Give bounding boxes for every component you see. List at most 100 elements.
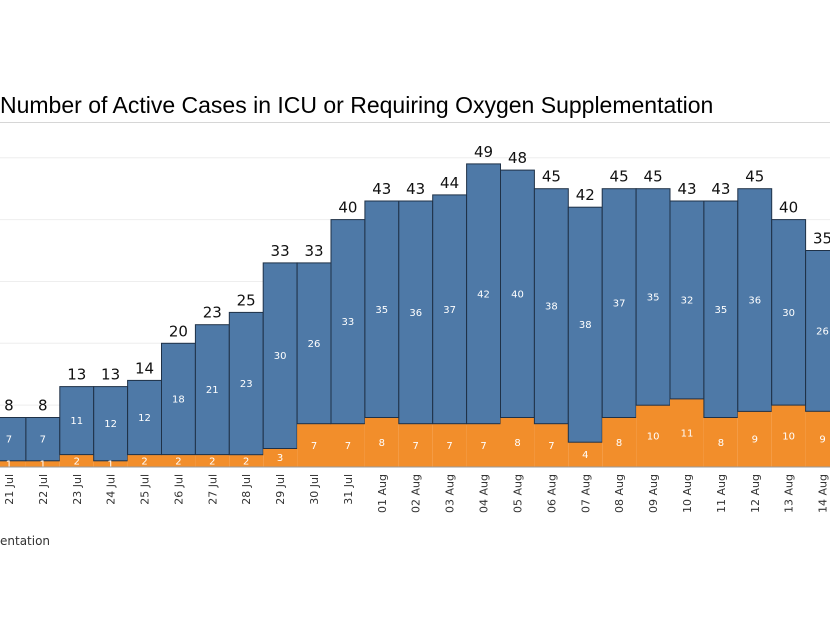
legend-label: entation: [0, 534, 51, 548]
bar-segment-lower: [737, 411, 772, 467]
segment-label-lower: 1: [107, 459, 113, 470]
segment-label-lower: 7: [446, 441, 452, 452]
bar-segment-upper: [0, 417, 27, 462]
x-tick-label: 28 Jul: [240, 474, 253, 505]
bar-segment-lower: [670, 399, 704, 467]
x-tick-label: 14 Aug: [817, 474, 830, 513]
total-label: 25: [237, 291, 256, 309]
segment-label-upper: 33: [342, 317, 355, 328]
segment-label-lower: 9: [819, 435, 825, 446]
bar-segment-lower: [636, 405, 670, 467]
segment-label-upper: 38: [579, 320, 592, 331]
total-label: 49: [474, 143, 493, 161]
bar-segment-lower: [331, 423, 365, 467]
x-tick-label: 09 Aug: [647, 474, 660, 513]
bar-segment-lower: [364, 417, 399, 467]
x-tick-label: 27 Jul: [206, 474, 219, 505]
bar-segment-lower: [127, 454, 162, 467]
segment-label-upper: 21: [206, 385, 219, 396]
total-label: 43: [406, 180, 425, 198]
x-tick-label: 01 Aug: [376, 474, 389, 513]
x-tick-label: 11 Aug: [715, 474, 728, 513]
segment-label-lower: 2: [141, 456, 147, 467]
chart-title: Number of Active Cases in ICU or Requiri…: [0, 92, 714, 118]
segment-label-upper: 26: [308, 339, 321, 350]
x-tick-label: 13 Aug: [783, 474, 796, 513]
segment-label-lower: 8: [514, 438, 520, 449]
bar-segment-lower: [534, 423, 569, 467]
x-tick-label: 08 Aug: [613, 474, 626, 513]
segment-label-upper: 32: [681, 296, 694, 307]
total-label: 40: [338, 199, 357, 217]
total-label: 44: [440, 174, 459, 192]
segment-label-upper: 35: [375, 305, 388, 316]
segment-label-upper: 37: [613, 299, 626, 310]
segment-label-upper: 36: [409, 308, 422, 319]
title-divider: [0, 122, 830, 123]
bar-segment-lower: [229, 454, 264, 467]
segment-label-upper: 18: [172, 395, 185, 406]
bar-segment-lower: [398, 423, 433, 467]
bar-segment-lower: [805, 411, 830, 467]
total-label: 20: [169, 322, 188, 340]
x-tick-label: 22 Jul: [37, 474, 50, 505]
total-label: 42: [576, 186, 595, 204]
bar-segment-upper: [533, 188, 569, 425]
segment-label-upper: 36: [748, 296, 761, 307]
segment-label-upper: 11: [70, 416, 83, 427]
bar-segment-upper: [330, 219, 366, 425]
total-label: 45: [610, 168, 629, 186]
segment-label-upper: 35: [647, 292, 660, 303]
segment-label-lower: 1: [40, 459, 46, 470]
segment-label-lower: 1: [6, 459, 12, 470]
segment-label-lower: 7: [345, 441, 351, 452]
total-label: 13: [67, 366, 86, 384]
segment-label-upper: 42: [477, 289, 490, 300]
segment-label-lower: 2: [243, 456, 249, 467]
x-tick-label: 05 Aug: [512, 474, 525, 513]
bar-segment-lower: [500, 417, 535, 467]
x-tick-label: 29 Jul: [274, 474, 287, 505]
segment-label-lower: 7: [311, 441, 317, 452]
segment-label-upper: 37: [443, 305, 456, 316]
total-label: 14: [135, 359, 154, 377]
x-tick-label: 25 Jul: [139, 474, 152, 505]
segment-label-upper: 30: [274, 351, 287, 362]
bar-segment-upper: [500, 169, 535, 418]
bar-segment-upper: [364, 200, 400, 418]
x-axis: 21 Jul 22 Jul 23 Jul 24 Jul 25 Jul 26 Jul 27 J…: [0, 466, 830, 513]
total-label: 33: [304, 242, 323, 260]
bar-segment-upper: [805, 250, 830, 412]
bar-segment-upper: [432, 194, 468, 425]
bar-segment-lower: [602, 417, 637, 467]
total-label: 45: [542, 168, 561, 186]
bar-segment-upper: [669, 200, 705, 400]
segment-label-upper: 23: [240, 379, 253, 390]
total-label: 45: [644, 168, 663, 186]
segment-label-lower: 7: [413, 441, 419, 452]
bar-segment-lower: [297, 423, 331, 467]
bar-segment-lower: [703, 417, 738, 467]
bar-segment-upper: [194, 324, 230, 456]
bar-segment-upper: [127, 379, 162, 456]
bar-segment-upper: [398, 200, 434, 425]
total-label: 33: [271, 242, 290, 260]
segment-label-upper: 40: [511, 289, 524, 300]
segment-label-lower: 7: [480, 441, 486, 452]
x-tick-label: 12 Aug: [749, 474, 762, 513]
total-label: 13: [101, 366, 120, 384]
bar-segment-upper: [161, 342, 196, 456]
segment-label-lower: 2: [74, 456, 80, 467]
segment-label-upper: 35: [715, 305, 728, 316]
x-tick-label: 03 Aug: [444, 474, 457, 513]
segment-label-upper: 30: [782, 308, 795, 319]
bar-segment-lower: [466, 423, 501, 467]
bar-segment-lower: [568, 442, 603, 467]
segment-label-lower: 8: [616, 438, 622, 449]
x-tick-label: 10 Aug: [681, 474, 694, 513]
segment-label-lower: 7: [548, 441, 554, 452]
segment-label-lower: 8: [379, 438, 385, 449]
total-label: 35: [813, 230, 830, 248]
bar-segment-lower: [263, 448, 298, 467]
segment-label-upper: 26: [816, 326, 829, 337]
